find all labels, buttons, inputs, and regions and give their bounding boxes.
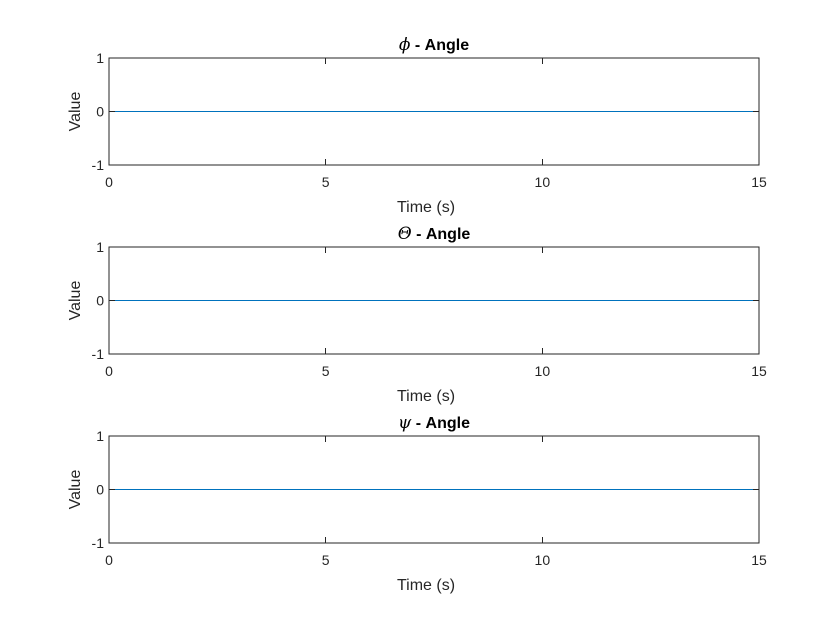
y-tick-label: 1 [96,50,104,66]
x-tick-label: 5 [322,363,330,379]
x-tick-label: 10 [535,552,551,568]
y-tick-label: 0 [96,482,104,498]
x-tick-label: 0 [105,363,113,379]
chart-title-symbol: ϕ [399,35,411,55]
y-tick-label: -1 [92,157,105,173]
chart-title-symbol: ψ [398,413,412,433]
x-axis-label: Time (s) [397,577,455,594]
x-tick-label: 10 [535,174,551,190]
y-axis-label: Value [67,281,84,321]
x-tick-label: 0 [105,174,113,190]
chart-title: ψ - Angle [398,413,470,433]
y-tick-label: 1 [96,239,104,255]
x-tick-label: 15 [751,552,767,568]
y-tick-label: 1 [96,428,104,444]
chart-title-text: - Angle [411,415,470,432]
chart-title-text: - Angle [412,226,471,243]
y-tick-label: 0 [96,293,104,309]
y-axis-label: Value [67,470,84,510]
x-axis-label: Time (s) [397,388,455,405]
y-tick-label: -1 [92,535,105,551]
x-tick-label: 15 [751,363,767,379]
chart-title-symbol: Θ [398,224,412,244]
chart-title-text: - Angle [410,37,469,54]
y-tick-label: -1 [92,346,105,362]
y-axis-label: Value [67,92,84,132]
y-tick-label: 0 [96,104,104,120]
x-tick-label: 10 [535,363,551,379]
x-tick-label: 15 [751,174,767,190]
x-axis-label: Time (s) [397,199,455,216]
chart-title: ϕ - Angle [399,35,469,55]
x-tick-label: 0 [105,552,113,568]
x-tick-label: 5 [322,174,330,190]
x-tick-label: 5 [322,552,330,568]
chart-title: Θ - Angle [398,224,471,244]
